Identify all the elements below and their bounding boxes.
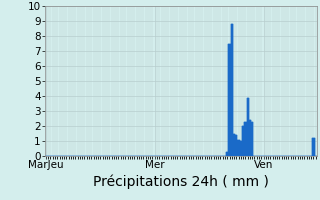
Bar	[237, 140, 240, 156]
Bar	[240, 141, 242, 156]
Bar	[233, 134, 235, 156]
Bar	[231, 24, 233, 156]
Bar	[226, 152, 228, 156]
Bar	[249, 120, 251, 156]
Bar	[251, 121, 253, 156]
Bar	[312, 138, 315, 156]
Bar	[226, 152, 228, 156]
Bar	[244, 121, 246, 156]
Bar	[231, 24, 233, 156]
Bar	[251, 121, 253, 156]
Bar	[233, 134, 235, 156]
Bar	[237, 140, 240, 156]
Bar	[235, 135, 237, 156]
Bar	[244, 121, 246, 156]
Bar	[312, 138, 315, 156]
Bar	[249, 120, 251, 156]
Bar	[242, 126, 244, 156]
X-axis label: Précipitations 24h ( mm ): Précipitations 24h ( mm )	[93, 174, 269, 189]
Bar	[240, 141, 242, 156]
Bar	[242, 126, 244, 156]
Bar	[246, 98, 249, 156]
Bar	[235, 135, 237, 156]
Bar	[246, 98, 249, 156]
Bar	[228, 44, 231, 156]
Bar	[228, 44, 231, 156]
